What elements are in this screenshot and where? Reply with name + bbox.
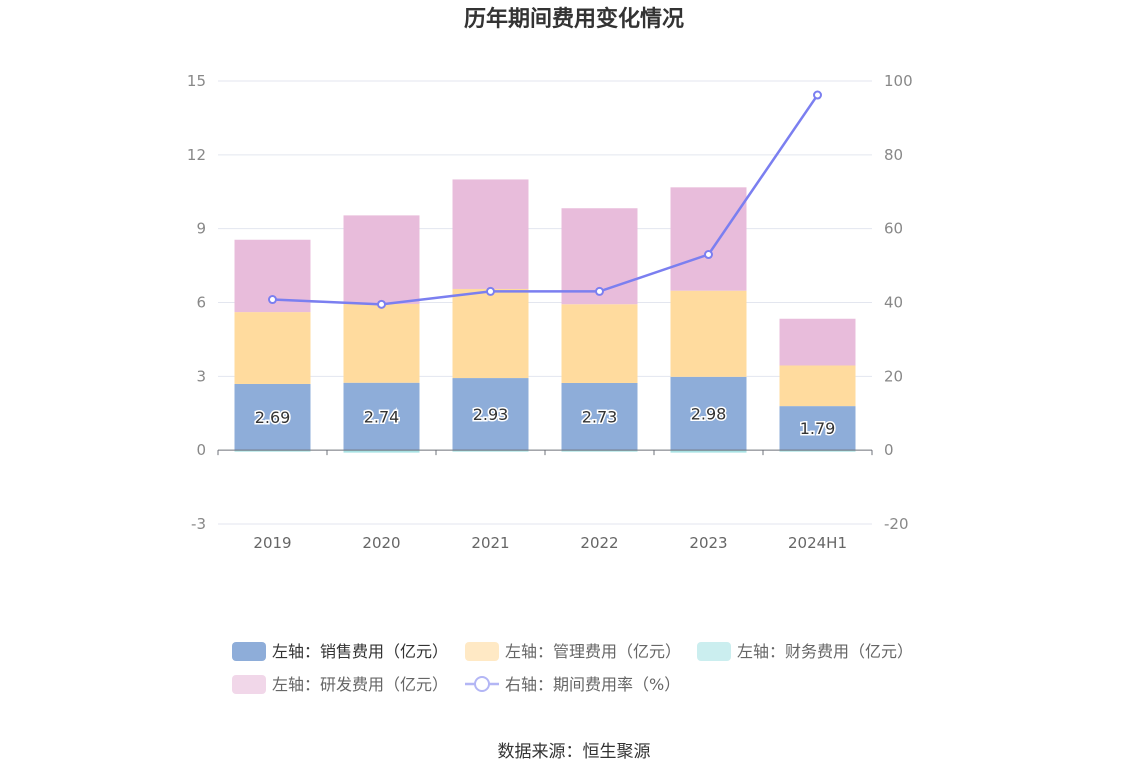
x-tick-label: 2024H1: [788, 534, 847, 552]
rate-point-2024H1: [813, 90, 822, 100]
data-labels: 2.69 2.74 2.93 2.73 2.98 1.79: [253, 403, 837, 440]
bar-series3-2024H1: [779, 318, 856, 366]
legend-item-1: 左轴：管理费用（亿元）: [465, 642, 681, 661]
bar-series1-2022: [561, 304, 638, 383]
bar-series3-2020: [343, 215, 420, 304]
rate-point-2022: [595, 286, 604, 296]
right-tick-label: 0: [884, 441, 894, 459]
rate-point-2020: [377, 299, 386, 309]
right-tick-label: 40: [884, 294, 903, 312]
legend-label: 左轴：销售费用（亿元）: [272, 642, 448, 661]
right-tick-label: 60: [884, 220, 903, 238]
chart-title: 历年期间费用变化情况: [464, 6, 684, 32]
x-tick-label: 2020: [362, 534, 400, 552]
right-tick-label: 100: [884, 72, 913, 90]
left-tick-label: 9: [196, 220, 206, 238]
bar-series0-2024H1: [779, 406, 856, 451]
rate-line-path: [272, 94, 819, 306]
left-tick-label: 15: [187, 72, 206, 90]
rate-point-2021: [486, 286, 495, 296]
x-tick-label: 2023: [689, 534, 727, 552]
bar-series2-2024H1: [779, 450, 856, 452]
bar-series1-2020: [343, 303, 420, 383]
bar-series2-2019: [234, 450, 311, 452]
legend-swatch: [465, 642, 499, 661]
right-axis: -20 0 20 40 60 80 100: [884, 72, 913, 533]
bar-series0-2021: [452, 378, 529, 451]
bar-series2-2023: [670, 450, 747, 453]
bar-series0-2023: [670, 376, 747, 451]
left-tick-label: 12: [187, 146, 206, 164]
data-label: 2.69: [255, 408, 291, 427]
legend-label: 左轴：研发费用（亿元）: [272, 675, 448, 694]
bar-series1-2023: [670, 290, 747, 377]
x-tick-label: 2021: [471, 534, 509, 552]
legend-label: 右轴：期间费用率（%）: [505, 675, 680, 694]
bar-series3-2023: [670, 187, 747, 291]
bar-series2-2021: [452, 450, 529, 452]
bar-series1-2019: [234, 312, 311, 384]
rate-point-2019: [268, 295, 277, 305]
data-label: 2.73: [582, 408, 618, 427]
legend-item-3: 左轴：研发费用（亿元）: [232, 675, 448, 694]
rate-point-2023: [704, 250, 713, 260]
right-tick-label: 20: [884, 367, 903, 385]
bar-series1-2024H1: [779, 365, 856, 407]
bar-series0-2020: [343, 382, 420, 451]
x-tick-label: 2022: [580, 534, 618, 552]
legend-label: 左轴：财务费用（亿元）: [737, 642, 913, 661]
x-tick-label: 2019: [253, 534, 291, 552]
data-label: 2.74: [364, 407, 400, 426]
legend-item-0: 左轴：销售费用（亿元）: [232, 642, 448, 661]
right-tick-label: -20: [884, 515, 909, 533]
legend-item-2: 左轴：财务费用（亿元）: [697, 642, 913, 661]
source-note: 数据来源：恒生聚源: [498, 742, 651, 762]
legend-swatch: [232, 642, 266, 661]
rate-line: [268, 90, 822, 309]
bar-series1-2021: [452, 288, 529, 379]
legend-swatch: [697, 642, 731, 661]
x-axis: 2019 2020 2021 2022 2023 2024H1: [217, 449, 873, 552]
legend-swatch: [232, 675, 266, 694]
data-label: 2.93: [473, 405, 509, 424]
data-label: 2.98: [691, 404, 727, 423]
legend-label: 左轴：管理费用（亿元）: [505, 642, 681, 661]
bars: [234, 179, 856, 453]
legend-item-4: 右轴：期间费用率（%）: [465, 675, 680, 694]
left-axis: -3 0 3 6 9 12 15: [187, 72, 206, 533]
data-label: 1.79: [800, 419, 836, 438]
left-tick-label: 3: [196, 367, 206, 385]
bar-series2-2020: [343, 450, 420, 453]
bar-series2-2022: [561, 450, 638, 452]
left-tick-label: 0: [196, 441, 206, 459]
left-tick-label: 6: [196, 294, 206, 312]
bar-series3-2021: [452, 179, 529, 289]
legend-marker: [474, 676, 490, 692]
bar-series0-2019: [234, 383, 311, 451]
left-tick-label: -3: [191, 515, 206, 533]
bar-series0-2022: [561, 382, 638, 451]
right-tick-label: 80: [884, 146, 903, 164]
legend: 左轴：销售费用（亿元） 左轴：管理费用（亿元） 左轴：财务费用（亿元） 左轴：研发费用…: [232, 642, 913, 694]
